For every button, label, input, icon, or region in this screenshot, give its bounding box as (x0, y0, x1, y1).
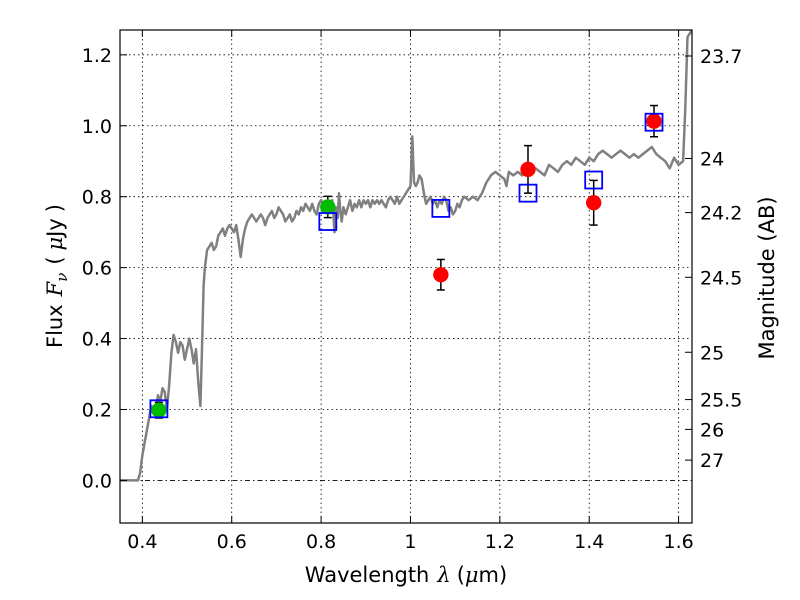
right-tick-label: 27 (700, 450, 724, 472)
right-axis-label: Magnitude (AB) (755, 196, 779, 359)
x-tick-label: 0.6 (217, 531, 247, 553)
red-data-point (433, 266, 449, 283)
x-tick-label: 1.2 (485, 531, 515, 553)
x-tick-label: 1.4 (574, 531, 604, 553)
model-photometry-square (518, 183, 538, 203)
model-photometry-square (584, 170, 604, 190)
y-tick-label: 0.0 (82, 470, 112, 492)
y-tick-label: 0.2 (82, 400, 112, 422)
green-data-point (320, 199, 336, 215)
right-tick-label: 24.5 (700, 267, 742, 289)
x-tick-label: 0.8 (306, 531, 336, 553)
model-photometry-square (149, 399, 169, 419)
grid (120, 30, 692, 523)
plot-area (120, 30, 692, 482)
x-axis-label: Wavelength λ (μm) (305, 563, 507, 587)
x-tick-label: 1.6 (663, 531, 693, 553)
right-tick-label: 25.5 (700, 390, 742, 412)
y-tick-label: 1.0 (82, 116, 112, 138)
model-photometry-square (644, 112, 664, 132)
right-tick-label: 25 (700, 342, 724, 364)
model-photometry-square (431, 199, 451, 218)
red-data-point (646, 113, 662, 129)
y-tick-label: 1.2 (82, 45, 112, 67)
y-tick-label: 0.8 (82, 187, 112, 209)
model-photometry-square (318, 212, 338, 231)
x-tick-label: 0.4 (127, 531, 157, 553)
right-tick-label: 24.2 (700, 203, 742, 225)
right-tick-label: 24 (700, 148, 724, 170)
red-data-point (520, 161, 536, 178)
red-data-point (585, 194, 602, 211)
plot-frame (119, 29, 693, 524)
y-tick-label: 0.4 (82, 329, 112, 351)
data-markers (149, 104, 664, 419)
green-data-point (151, 402, 167, 418)
x-tick-label: 1 (404, 531, 416, 553)
right-tick-label: 26 (700, 419, 724, 441)
right-tick-label: 23.7 (700, 46, 742, 68)
model-spectrum-line (120, 30, 692, 482)
axis-ticks: 0.4 0.6 0.8 1 1.2 1.4 1.6 0.0 0.2 0.4 0.6 0.8 1.0 1.2… (82, 30, 742, 553)
y-axis-label: FluxFν(μJy) (43, 204, 71, 348)
y-tick-label: 0.6 (82, 258, 112, 280)
